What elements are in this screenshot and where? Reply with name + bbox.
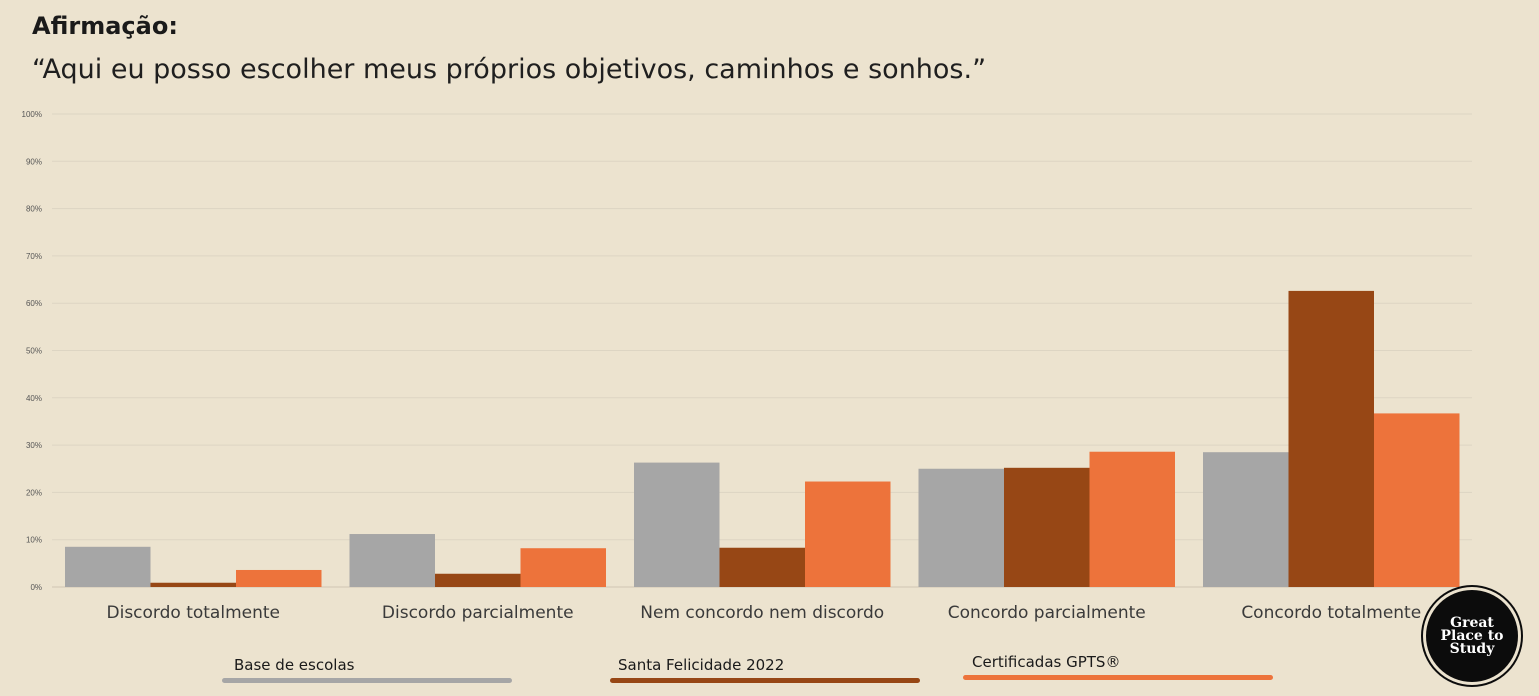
y-tick-label: 60% bbox=[26, 299, 42, 308]
y-axis-ticks: 0% 10% 20% 30% 40% 50% 60% 70% 80% 90% 100% bbox=[22, 110, 42, 592]
gridlines bbox=[52, 113, 1472, 588]
x-tick-label: Concordo parcialmente bbox=[948, 603, 1146, 623]
legend-label: Certificadas GPTS® bbox=[972, 653, 1121, 671]
bar bbox=[1374, 413, 1460, 587]
great-place-to-study-logo: Great Place to Study bbox=[1426, 590, 1518, 682]
logo-line: Great bbox=[1450, 614, 1494, 631]
bar bbox=[349, 534, 435, 587]
x-tick-label: Discordo totalmente bbox=[107, 603, 281, 623]
bars bbox=[65, 290, 1460, 587]
legend-swatch bbox=[610, 678, 920, 683]
x-tick-label: Nem concordo nem discordo bbox=[640, 603, 884, 623]
x-tick-label: Discordo parcialmente bbox=[382, 603, 574, 623]
statement-text: “Aqui eu posso escolher meus próprios ob… bbox=[32, 54, 987, 85]
statement-heading: Afirmação: bbox=[32, 12, 178, 40]
bar bbox=[634, 462, 720, 587]
bar bbox=[918, 468, 1004, 587]
legend-label: Santa Felicidade 2022 bbox=[618, 656, 785, 674]
bar bbox=[1288, 290, 1374, 587]
legend-swatch bbox=[222, 678, 512, 683]
bar-chart: 0% 10% 20% 30% 40% 50% 60% 70% 80% 90% 100% Discor… bbox=[22, 110, 1472, 623]
legend-label: Base de escolas bbox=[234, 656, 355, 674]
bar bbox=[150, 582, 236, 587]
y-tick-label: 50% bbox=[26, 347, 42, 356]
bar bbox=[719, 547, 805, 587]
y-tick-label: 10% bbox=[26, 536, 42, 545]
legend-swatch bbox=[963, 675, 1273, 680]
y-tick-label: 40% bbox=[26, 394, 42, 403]
x-tick-label: Concordo totalmente bbox=[1241, 603, 1421, 623]
y-tick-label: 70% bbox=[26, 252, 42, 261]
bar bbox=[435, 573, 521, 587]
bar bbox=[520, 548, 606, 587]
y-tick-label: 90% bbox=[26, 157, 42, 166]
y-tick-label: 30% bbox=[26, 441, 42, 450]
bar bbox=[805, 481, 891, 587]
y-tick-label: 0% bbox=[30, 583, 42, 592]
bar bbox=[1089, 451, 1175, 587]
y-tick-label: 80% bbox=[26, 205, 42, 214]
logo-line: Study bbox=[1449, 640, 1495, 657]
logo-line: Place to bbox=[1440, 627, 1504, 644]
y-tick-label: 100% bbox=[22, 110, 42, 119]
bar bbox=[1004, 467, 1090, 587]
bar bbox=[236, 569, 322, 587]
bar bbox=[65, 546, 151, 587]
bar bbox=[1203, 452, 1289, 587]
y-tick-label: 20% bbox=[26, 488, 42, 497]
x-axis-labels: Discordo totalmente Discordo parcialmente… bbox=[107, 603, 1422, 623]
